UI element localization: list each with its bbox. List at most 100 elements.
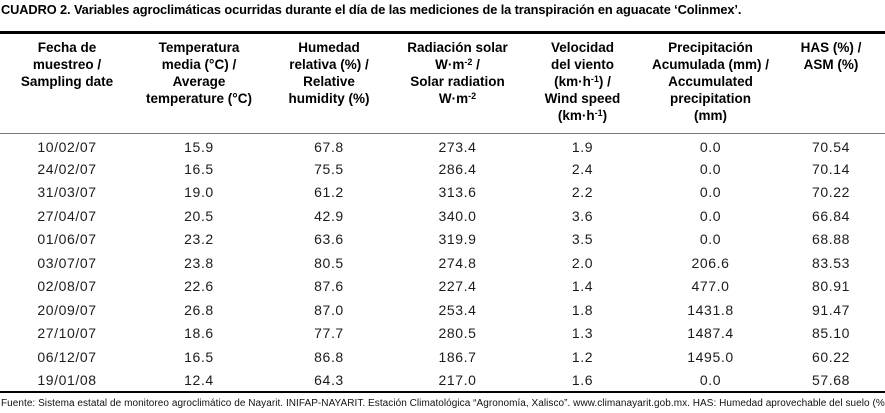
cell-sampling-date: 20/09/07 [37,301,97,318]
table-row: 19/01/08 12.4 64.3 217.0 1.6 0.0 57.68 [0,369,885,393]
table-row: 01/06/07 23.2 63.6 319.9 3.5 0.0 68.88 [0,228,885,252]
cell-radiation: 286.4 [438,160,477,177]
cell-precipitation: 477.0 [691,278,730,295]
table-row: 27/10/07 18.6 77.7 280.5 1.3 1487.4 85.10 [0,322,885,346]
cell-radiation: 340.0 [438,207,477,224]
cell-temperature: 20.5 [184,207,214,224]
header-line: (km·h-1) [557,108,608,123]
cell-wind-speed: 1.2 [571,348,594,365]
cell-wind-speed: 3.5 [571,231,594,248]
cell-precipitation: 1487.4 [687,325,734,342]
cell-precipitation: 1431.8 [687,301,734,318]
header-line: relativa (%) / [289,57,369,72]
header-line: Relative [303,74,355,89]
cell-sampling-date: 19/01/08 [37,371,97,388]
table-row: 27/04/07 20.5 42.9 340.0 3.6 0.0 66.84 [0,204,885,228]
header-line: Fecha de [37,40,97,55]
cell-has-asm: 70.22 [811,184,851,201]
cell-temperature: 16.5 [184,160,214,177]
cell-radiation: 273.4 [438,139,477,155]
table-row: 06/12/07 16.5 86.8 186.7 1.2 1495.0 60.22 [0,345,885,369]
table-header: Fecha de muestreo / Sampling date Temperatu… [0,33,885,134]
header-line: Velocidad [550,40,615,55]
cell-has-asm: 85.10 [811,325,851,342]
cell-wind-speed: 2.4 [571,160,594,177]
header-line: Solar radiation [410,74,505,89]
cell-humidity: 61.2 [314,184,344,201]
header-line: W·m-2 [438,91,477,106]
table-row: 02/08/07 22.6 87.6 227.4 1.4 477.0 80.91 [0,275,885,299]
cell-sampling-date: 01/06/07 [37,231,97,248]
header-line: (km·h-1) / [554,74,611,89]
cell-wind-speed: 1.4 [571,278,594,295]
cell-precipitation: 0.0 [699,139,722,155]
cell-wind-speed: 3.6 [571,207,594,224]
header-line: Wind speed [544,91,621,106]
header-line: (mm) [694,108,727,123]
header-line: humidity (%) [288,91,370,106]
column-header-precipitation: Precipitación Acumulada (mm) / Accumulated… [644,33,777,134]
header-line: ASM (%) [803,57,859,72]
cell-wind-speed: 1.6 [571,371,594,388]
cell-has-asm: 68.88 [811,231,851,248]
table-row: 03/07/07 23.8 80.5 274.8 2.0 206.6 83.53 [0,251,885,275]
cell-temperature: 12.4 [184,371,214,388]
header-line: Humedad [298,40,360,55]
cell-radiation: 217.0 [438,371,477,388]
cell-has-asm: 60.22 [811,348,851,365]
header-line: Acumulada (mm) / [651,57,770,72]
header-line: Precipitación [668,40,753,55]
cell-precipitation: 0.0 [699,371,722,388]
cell-humidity: 87.6 [314,278,344,295]
cell-radiation: 253.4 [438,301,477,318]
cell-precipitation: 0.0 [699,160,722,177]
cell-humidity: 67.8 [314,139,344,155]
cell-radiation: 186.7 [438,348,477,365]
column-header-sampling-date: Fecha de muestreo / Sampling date [0,33,134,134]
cell-wind-speed: 2.0 [571,254,594,271]
cell-sampling-date: 24/02/07 [37,160,97,177]
cell-has-asm: 70.54 [811,139,851,155]
cell-precipitation: 0.0 [699,207,722,224]
cell-precipitation: 1495.0 [687,348,734,365]
cell-precipitation: 0.0 [699,231,722,248]
table-title: CUADRO 2. Variables agroclimáticas ocurr… [1,2,742,17]
header-line: Sampling date [20,74,114,89]
cell-temperature: 26.8 [184,301,214,318]
column-header-radiation: Radiación solar W·m-2 / Solar radiation W·m… [394,33,521,134]
column-header-humidity: Humedad relativa (%) / Relative humidity (%… [264,33,394,134]
cell-sampling-date: 27/04/07 [37,207,97,224]
header-line: temperature (°C) [146,91,252,106]
cell-has-asm: 57.68 [811,371,851,388]
cell-temperature: 23.8 [184,254,214,271]
cell-sampling-date: 31/03/07 [37,184,97,201]
table-row: 24/02/07 16.5 75.5 286.4 2.4 0.0 70.14 [0,157,885,181]
header-line: muestreo / [32,57,102,72]
cell-humidity: 64.3 [314,371,344,388]
cell-radiation: 313.6 [438,184,477,201]
agroclimatic-variables-table: Fecha de muestreo / Sampling date Temperatu… [0,31,885,393]
cell-has-asm: 91.47 [811,301,851,318]
cell-sampling-date: 10/02/07 [37,139,97,155]
cell-sampling-date: 06/12/07 [37,348,97,365]
cell-humidity: 80.5 [314,254,344,271]
cell-radiation: 227.4 [438,278,477,295]
cell-wind-speed: 1.9 [571,139,594,155]
table-body: 10/02/07 15.9 67.8 273.4 1.9 0.0 70.54 24/02/07… [0,134,885,393]
column-header-wind-speed: Velocidad del viento (km·h-1) / Wind speed (… [521,33,644,134]
cell-temperature: 22.6 [184,278,214,295]
cell-precipitation: 0.0 [699,184,722,201]
header-line: HAS (%) / [800,40,862,55]
header-line: Radiación solar [407,40,508,55]
cell-radiation: 319.9 [438,231,477,248]
header-line: del viento [550,57,614,72]
cell-humidity: 86.8 [314,348,344,365]
header-line: W·m-2 / [435,57,480,72]
cell-humidity: 42.9 [314,207,344,224]
table-row: 20/09/07 26.8 87.0 253.4 1.8 1431.8 91.47 [0,298,885,322]
cell-humidity: 63.6 [314,231,344,248]
header-row: Fecha de muestreo / Sampling date Temperatu… [0,33,885,134]
cell-sampling-date: 03/07/07 [37,254,97,271]
cell-sampling-date: 02/08/07 [37,278,97,295]
